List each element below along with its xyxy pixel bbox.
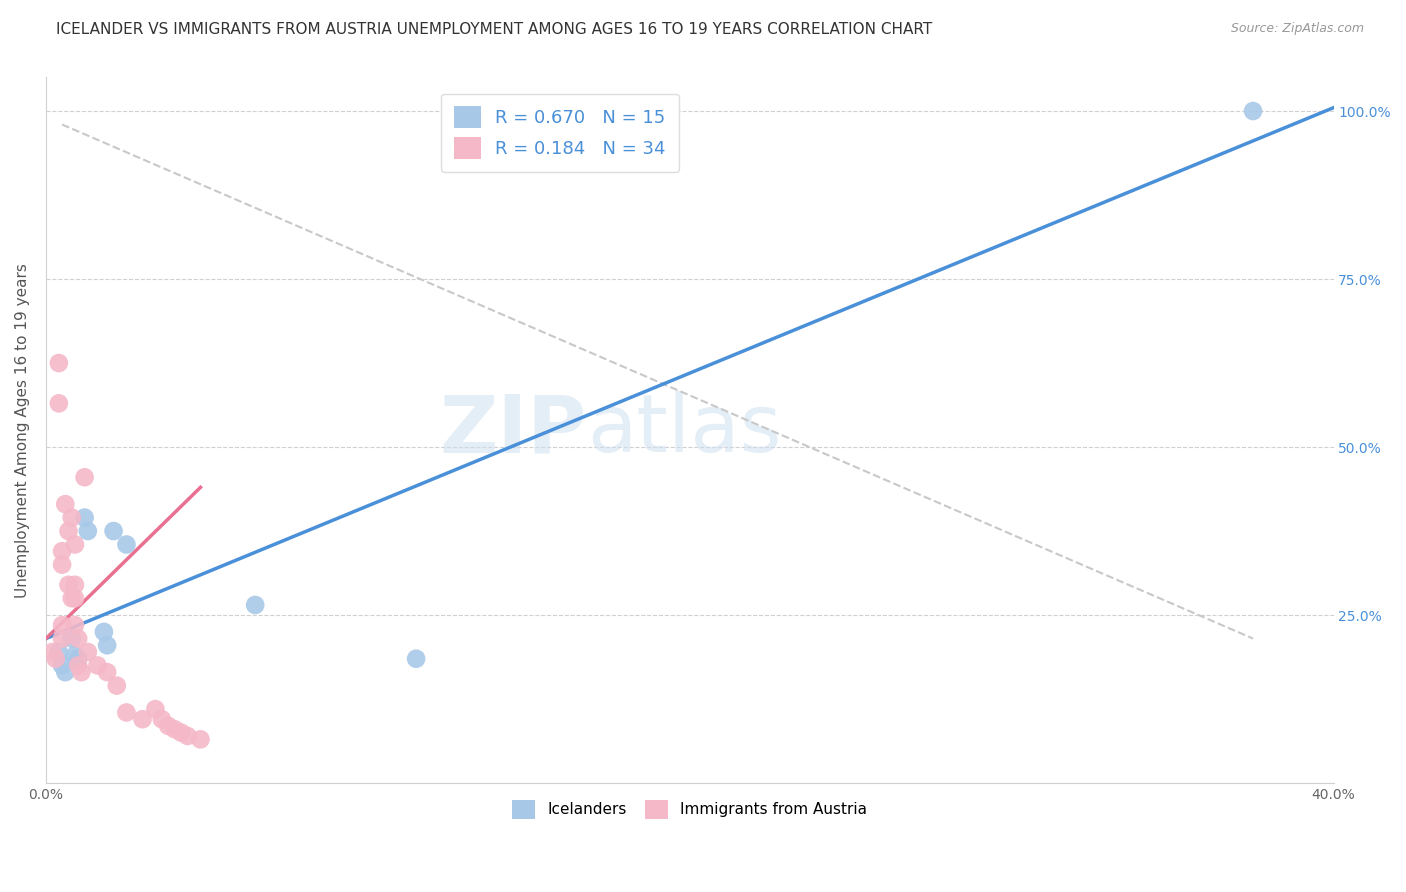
Point [131,712,153,726]
Point [73,510,96,524]
Point [86,658,108,673]
Point [51,618,73,632]
Point [53,665,76,680]
Point [48,645,70,659]
Point [63,591,86,606]
Point [76,645,98,659]
Point [58,524,80,538]
Text: ICELANDER VS IMMIGRANTS FROM AUSTRIA UNEMPLOYMENT AMONG AGES 16 TO 19 YEARS CORR: ICELANDER VS IMMIGRANTS FROM AUSTRIA UNE… [56,22,932,37]
Point [190,732,212,747]
Legend: Icelanders, Immigrants from Austria: Icelanders, Immigrants from Austria [506,794,873,825]
Text: ZIP: ZIP [440,392,586,469]
Point [67,651,90,665]
Point [115,537,138,551]
Point [176,729,198,743]
Point [58,578,80,592]
Point [105,679,128,693]
Point [96,638,118,652]
Point [60,510,83,524]
Point [115,706,138,720]
Point [60,632,83,646]
Point [51,658,73,673]
Point [170,725,193,739]
Point [53,497,76,511]
Text: atlas: atlas [586,392,782,469]
Point [245,598,267,612]
Point [103,524,125,538]
Point [63,578,86,592]
Y-axis label: Unemployment Among Ages 16 to 19 years: Unemployment Among Ages 16 to 19 years [15,263,30,598]
Point [73,470,96,484]
Point [63,648,86,663]
Point [48,396,70,410]
Point [63,537,86,551]
Point [157,719,180,733]
Point [1241,103,1264,118]
Point [67,632,90,646]
Point [48,356,70,370]
Point [51,558,73,572]
Point [67,658,90,673]
Point [76,524,98,538]
Point [63,618,86,632]
Point [51,632,73,646]
Point [41,645,63,659]
Point [150,712,173,726]
Point [163,723,186,737]
Point [70,665,93,680]
Point [45,651,67,665]
Point [405,651,427,665]
Point [93,624,115,639]
Text: Source: ZipAtlas.com: Source: ZipAtlas.com [1230,22,1364,36]
Point [145,702,167,716]
Point [96,665,118,680]
Point [51,544,73,558]
Point [60,591,83,606]
